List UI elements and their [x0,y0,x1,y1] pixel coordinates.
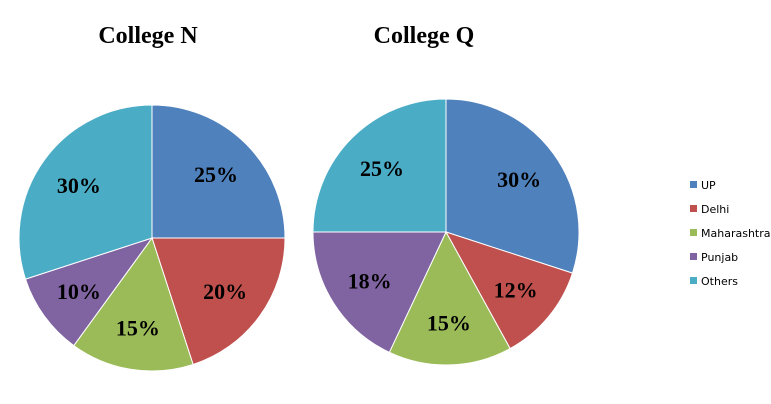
legend-swatch-maharashtra [690,229,697,236]
college-n-pie: College N 25% 20% 15% 10% 30% [18,23,286,372]
college-n-slice-delhi [151,237,286,366]
legend-swatch-punjab [690,253,697,260]
college-n-slice-up [151,104,286,239]
legend-label-up: UP [701,179,716,192]
legend-label-others: Others [701,275,738,288]
college-q-label-delhi: 12% [494,278,538,303]
legend-swatch-delhi [690,205,697,212]
legend-swatch-others [690,277,697,284]
legend-label-punjab: Punjab [701,251,738,264]
college-q-label-others: 25% [360,156,404,181]
college-n-label-delhi: 20% [203,279,247,304]
legend-label-delhi: Delhi [701,203,729,216]
legend-swatch-up [690,181,697,188]
college-n-label-punjab: 10% [57,279,101,304]
legend-label-maharashtra: Maharashtra [701,227,771,240]
college-n-label-up: 25% [194,162,238,187]
college-q-title: College Q [374,23,475,49]
college-q-slice-delhi [444,231,574,350]
college-n-title: College N [98,23,198,49]
college-n-slice-others [18,104,153,280]
legend: UP Delhi Maharashtra Punjab Others [690,179,771,288]
college-q-slice-others [312,98,447,233]
college-q-slice-punjab [312,231,447,354]
college-n-slice-maharashtra [73,236,194,372]
college-q-slice-maharashtra [388,230,511,366]
college-n-label-others: 30% [57,173,101,198]
college-n-label-maharashtra: 15% [116,315,160,340]
college-q-label-maharashtra: 15% [427,310,471,335]
college-q-label-up: 30% [497,167,541,192]
college-q-label-punjab: 18% [348,268,392,293]
college-q-pie: College Q 30% 12% 15% 18% 25% [312,23,580,366]
college-q-slice-up [445,98,580,274]
college-n-slice-punjab [24,237,154,347]
